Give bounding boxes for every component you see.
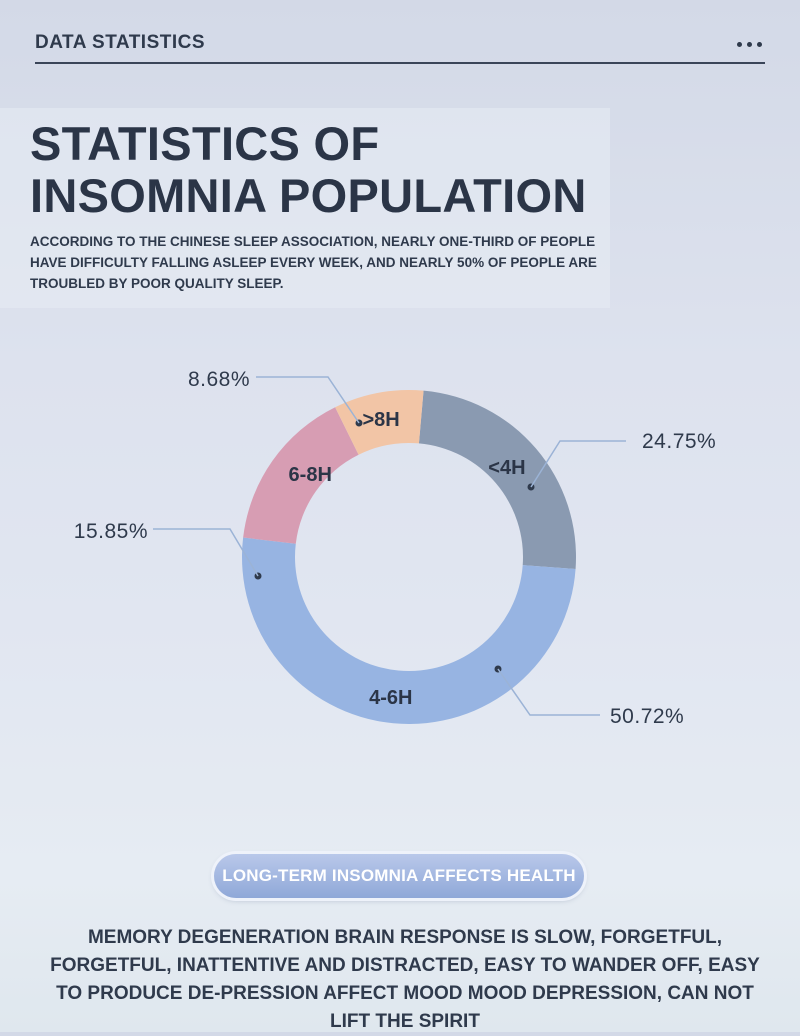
slice-category-label: >8H <box>362 409 399 431</box>
page-title-line-1: STATISTICS OF <box>30 117 380 170</box>
donut-slice <box>335 390 424 455</box>
page-title: STATISTICS OF INSOMNIA POPULATION <box>30 118 587 222</box>
slice-value-label: 15.85% <box>74 520 148 543</box>
slice-value-label: 24.75% <box>642 430 716 453</box>
more-dots-icon[interactable] <box>737 42 765 48</box>
header-divider <box>35 62 765 64</box>
donut-slice <box>418 390 577 569</box>
donut-slices <box>242 390 577 724</box>
page-title-line-2: INSOMNIA POPULATION <box>30 169 587 222</box>
donut-slice <box>243 407 359 544</box>
leader-line <box>153 528 259 577</box>
title-background <box>0 108 610 308</box>
slice-category-label: 6-8H <box>289 464 332 486</box>
donut-chart: <4H 24.75% 4-6H 50.72% 6-8H 15.85% >8H 8.68% <box>74 368 716 728</box>
leader-line <box>497 668 600 716</box>
leader-line <box>256 376 360 424</box>
intro-paragraph: ACCORDING TO THE CHINESE SLEEP ASSOCIATI… <box>30 234 597 291</box>
health-effects-text: MEMORY DEGENERATION BRAIN RESPONSE IS SL… <box>50 927 760 1032</box>
leader-lines <box>153 376 626 716</box>
slice-value-label: 8.68% <box>188 368 250 391</box>
slice-category-label: <4H <box>488 457 525 479</box>
header-title: DATA STATISTICS <box>35 32 206 53</box>
health-callout-button[interactable]: LONG-TERM INSOMNIA AFFECTS HEALTH <box>214 854 584 898</box>
leader-line <box>530 440 626 488</box>
slice-labels: <4H 24.75% 4-6H 50.72% 6-8H 15.85% >8H 8.68% <box>74 368 716 728</box>
donut-slice <box>242 537 576 724</box>
slice-value-label: 50.72% <box>610 705 684 728</box>
slice-category-label: 4-6H <box>369 687 412 709</box>
